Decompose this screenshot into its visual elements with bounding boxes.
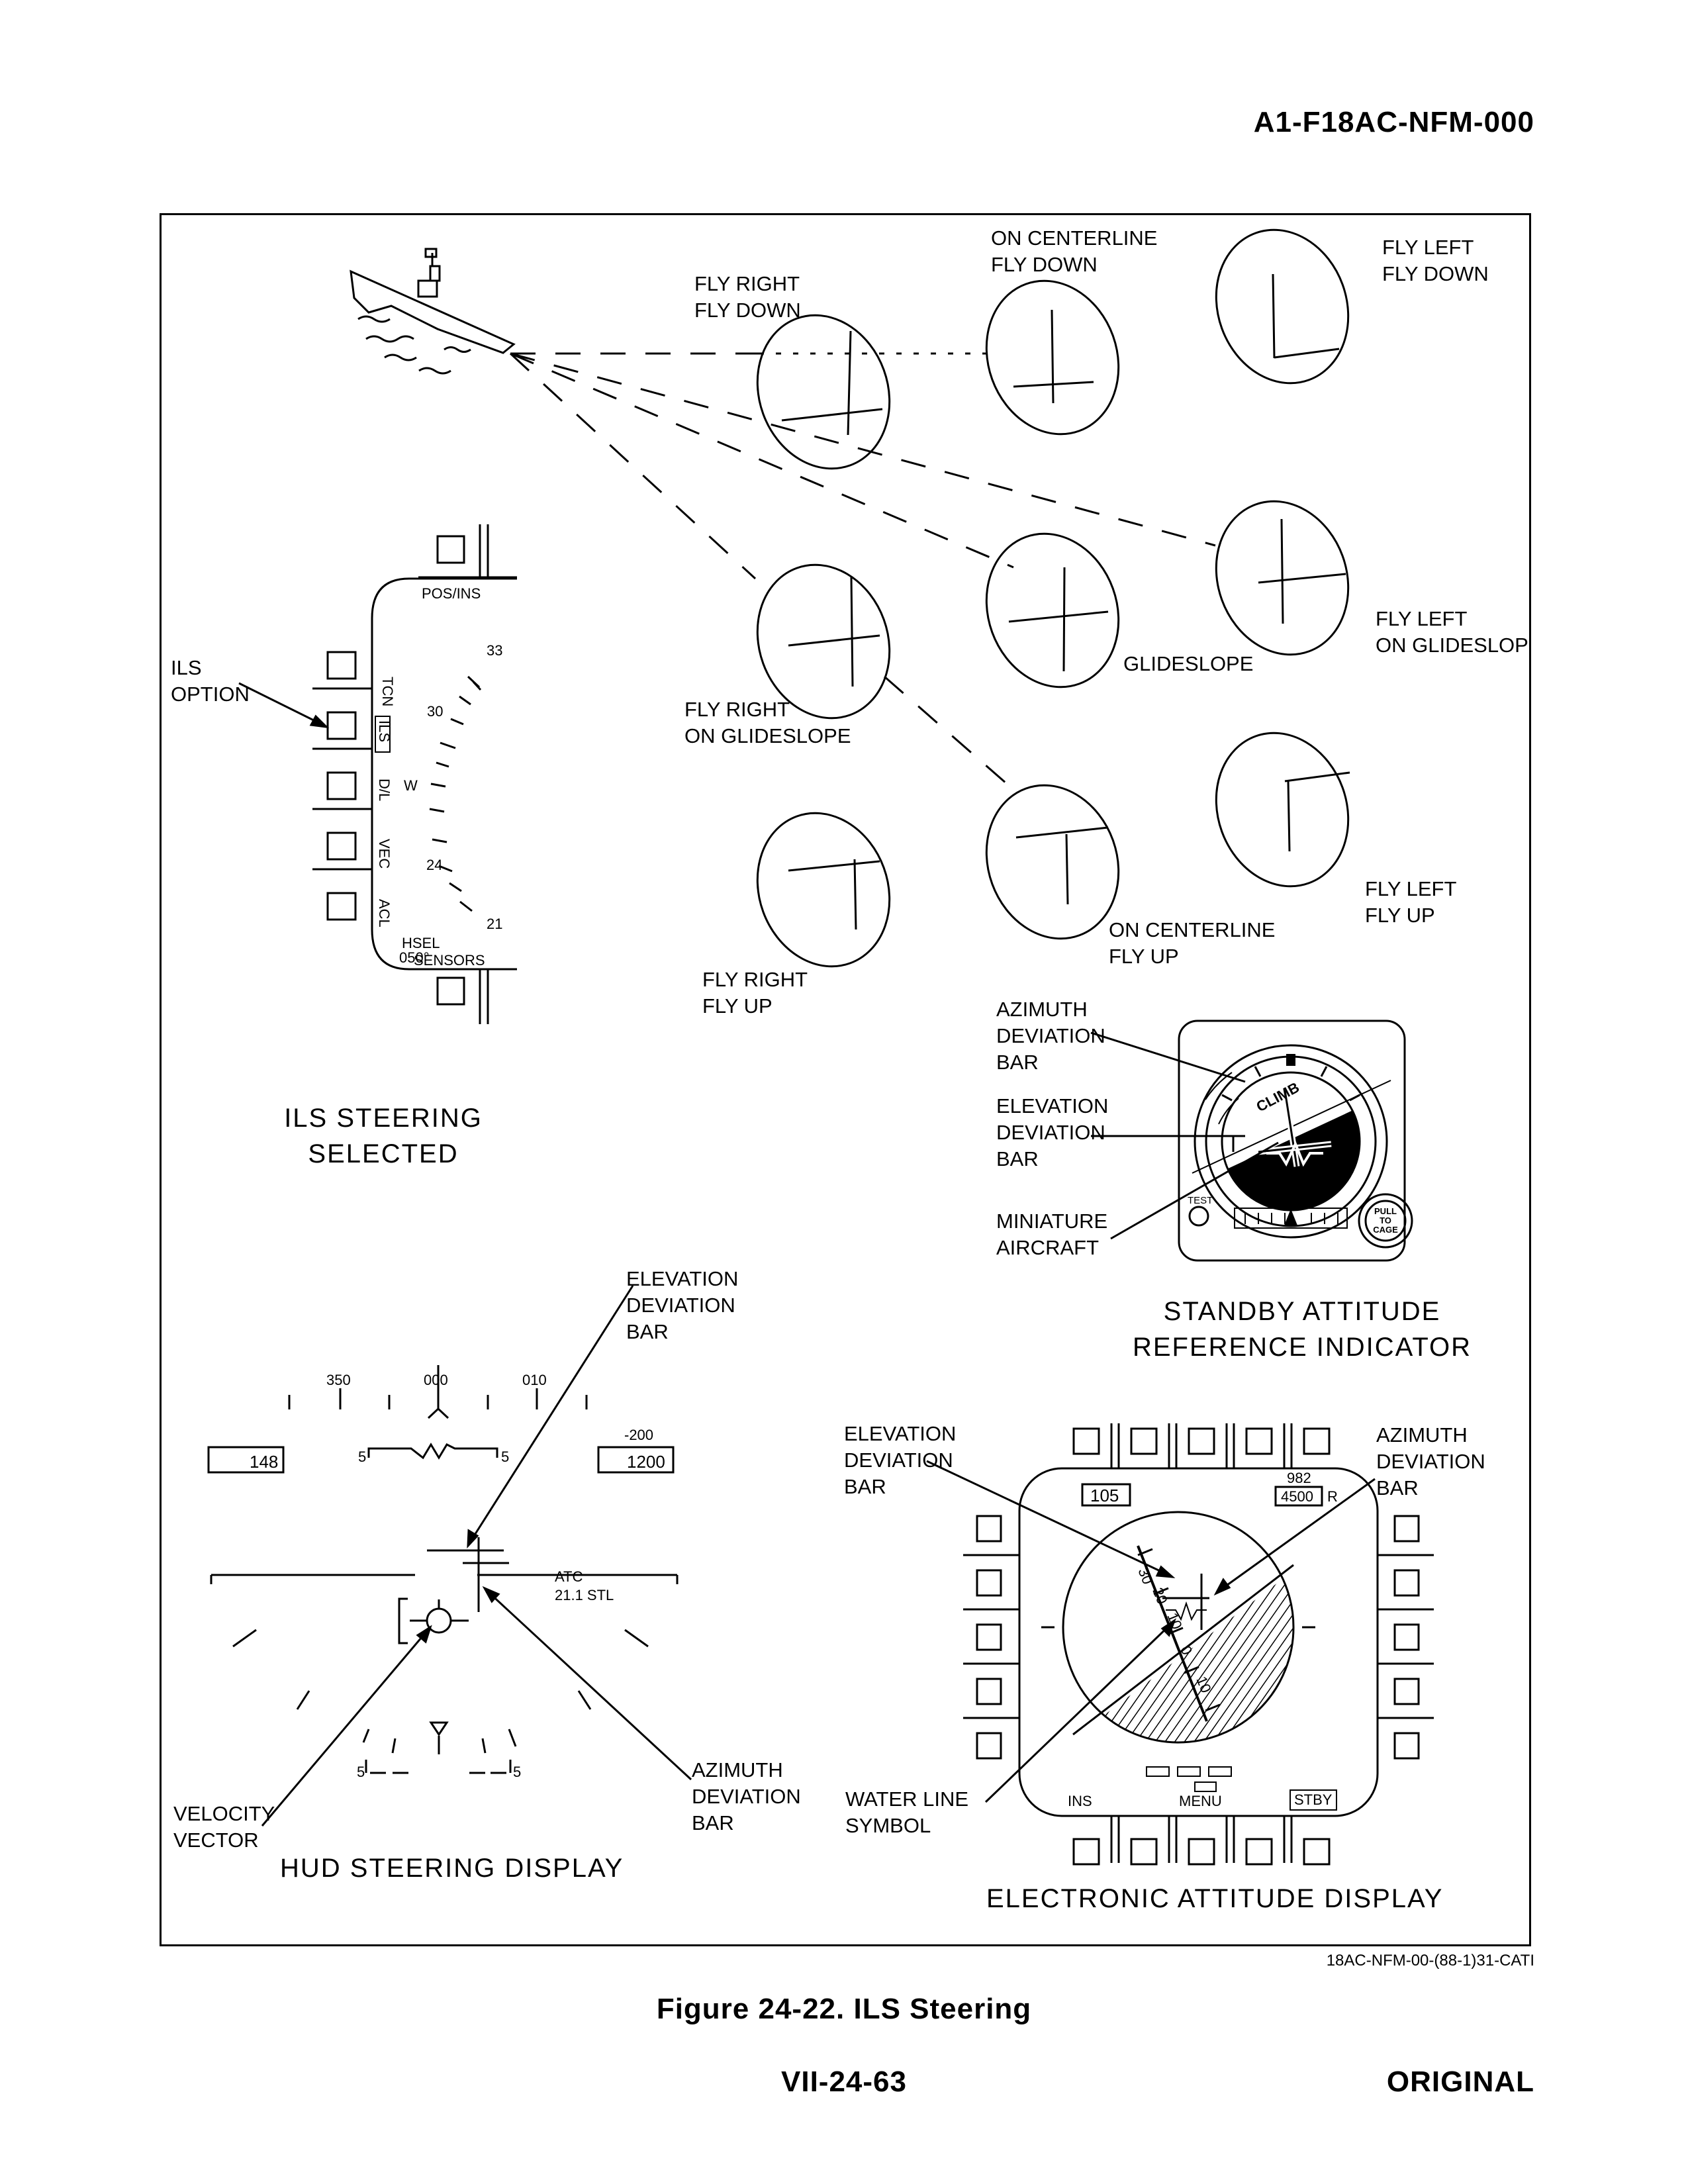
hsi-option-tcn: TCN bbox=[379, 677, 396, 706]
ead-label-stby: STBY bbox=[1294, 1791, 1333, 1808]
label-on-centerline-fly-up: ON CENTERLINE FLY UP bbox=[1109, 918, 1275, 968]
state-fly-right-on-glideslope bbox=[756, 563, 891, 720]
hud-display bbox=[207, 1365, 679, 1774]
label-fly-left-fly-down: FLY LEFT FLY DOWN bbox=[1382, 236, 1489, 285]
ead-callout-lines bbox=[926, 1460, 1376, 1803]
sari-climb: CLIMB bbox=[1254, 1079, 1302, 1116]
ead-azimuth-callout: AZIMUTH DEVIATION BAR bbox=[1376, 1423, 1485, 1499]
hsi-top-label: POS/INS bbox=[422, 585, 481, 602]
label-fly-right-fly-down: FLY RIGHT FLY DOWN bbox=[694, 272, 801, 322]
ead-display bbox=[963, 1423, 1434, 1866]
sari-miniature-callout: MINIATURE AIRCRAFT bbox=[996, 1210, 1107, 1259]
ead-water-line-callout: WATER LINE SYMBOL bbox=[845, 1787, 968, 1837]
sari-title: STANDBY ATTITUDE REFERENCE INDICATOR bbox=[1133, 1297, 1472, 1362]
label-fly-left-fly-up: FLY LEFT FLY UP bbox=[1365, 877, 1456, 927]
hsi-option-vec: VEC bbox=[376, 839, 393, 869]
hsi-display bbox=[312, 524, 517, 1024]
ead-altitude-suffix: R bbox=[1327, 1488, 1338, 1505]
compass-21: 21 bbox=[487, 916, 502, 932]
state-fly-left-fly-up bbox=[1215, 732, 1350, 888]
sari-test: TEST bbox=[1188, 1195, 1213, 1206]
hsi-option-acl: ACL bbox=[376, 899, 393, 927]
figure-border bbox=[160, 213, 1531, 1946]
label-fly-right-on-glideslope: FLY RIGHT ON GLIDESLOPE bbox=[684, 698, 851, 747]
hsel-readout: HSEL 050° bbox=[399, 935, 440, 966]
hud-airspeed: 148 bbox=[250, 1452, 278, 1472]
revision-status: ORIGINAL bbox=[1386, 2065, 1534, 2098]
compass-w: W bbox=[404, 777, 418, 794]
compass-33: 33 bbox=[487, 642, 502, 659]
compass-30: 30 bbox=[427, 703, 443, 720]
hsi-panel-title: ILS STEERING SELECTED bbox=[284, 1104, 483, 1168]
ead-label-menu: MENU bbox=[1179, 1793, 1222, 1809]
hud-title: HUD STEERING DISPLAY bbox=[280, 1854, 624, 1883]
ead-altitude-top: 982 bbox=[1287, 1470, 1311, 1486]
sari-azimuth-callout: AZIMUTH DEVIATION BAR bbox=[996, 998, 1105, 1074]
state-fly-left-fly-down bbox=[1215, 228, 1350, 385]
hsi-option-dl: D/L bbox=[376, 779, 393, 801]
glide-paths bbox=[509, 352, 1216, 794]
label-on-centerline-fly-down: ON CENTERLINE FLY DOWN bbox=[991, 226, 1157, 276]
hud-pitch-bottom-right: 5 bbox=[513, 1764, 521, 1780]
hud-atc: ATC 21.1 STL bbox=[555, 1568, 614, 1603]
sari-pull-to-cage: PULL TO CAGE bbox=[1373, 1206, 1398, 1235]
carrier-icon bbox=[350, 248, 516, 375]
hud-heading-350: 350 bbox=[326, 1372, 351, 1388]
hud-heading-010: 010 bbox=[522, 1372, 547, 1388]
figure-caption: Figure 24-22. ILS Steering bbox=[656, 1993, 1032, 2025]
ead-airspeed: 105 bbox=[1090, 1486, 1119, 1505]
state-on-centerline-fly-down bbox=[985, 279, 1120, 436]
hud-velocity-callout: VELOCITY VECTOR bbox=[173, 1802, 275, 1852]
label-glideslope: GLIDESLOPE bbox=[1123, 652, 1253, 675]
state-fly-left-on-glideslope bbox=[1215, 500, 1350, 656]
sari-callout-lines bbox=[1090, 1031, 1279, 1240]
ead-title: ELECTRONIC ATTITUDE DISPLAY bbox=[986, 1884, 1443, 1913]
hud-pitch-right: 5 bbox=[501, 1448, 509, 1465]
hsi-bottom-label: SENSORS bbox=[414, 952, 485, 969]
ead-altitude: 4500 bbox=[1281, 1488, 1313, 1505]
compass-24: 24 bbox=[426, 857, 442, 873]
state-fly-right-fly-up bbox=[756, 812, 891, 968]
standby-attitude-indicator bbox=[1178, 1020, 1413, 1262]
sari-elevation-callout: ELEVATION DEVIATION BAR bbox=[996, 1094, 1108, 1170]
state-fly-right-fly-down bbox=[756, 314, 891, 470]
hud-pitch-bottom-left: 5 bbox=[357, 1764, 365, 1780]
art-code: 18AC-NFM-00-(88-1)31-CATI bbox=[1326, 1952, 1534, 1970]
hud-vertical-velocity: -200 bbox=[624, 1427, 653, 1443]
hud-elevation-callout: ELEVATION DEVIATION BAR bbox=[626, 1267, 738, 1343]
hud-heading-000: 000 bbox=[424, 1372, 448, 1388]
hud-pitch-left: 5 bbox=[358, 1448, 366, 1465]
ils-option-callout bbox=[238, 682, 330, 729]
hud-azimuth-callout: AZIMUTH DEVIATION BAR bbox=[692, 1758, 801, 1834]
hsi-option-ils: ILS bbox=[376, 720, 393, 742]
hud-altitude: 1200 bbox=[627, 1452, 665, 1472]
page-number: VII-24-63 bbox=[781, 2065, 907, 2098]
state-glideslope bbox=[985, 532, 1120, 688]
label-fly-left-on-glideslope: FLY LEFT ON GLIDESLOPE bbox=[1376, 607, 1531, 657]
hud-callout-lines bbox=[261, 1285, 692, 1827]
ead-elevation-callout: ELEVATION DEVIATION BAR bbox=[844, 1422, 956, 1498]
state-on-centerline-fly-up bbox=[985, 784, 1120, 940]
document-id: A1-F18AC-NFM-000 bbox=[1253, 106, 1534, 138]
label-fly-right-fly-up: FLY RIGHT FLY UP bbox=[702, 968, 808, 1018]
ead-label-ins: INS bbox=[1068, 1793, 1092, 1809]
ils-option-callout-text: ILS OPTION bbox=[171, 656, 250, 706]
ils-steering-figure: FLY RIGHT FLY DOWN ON CENTERLINE FLY DOWN … bbox=[160, 213, 1531, 1946]
